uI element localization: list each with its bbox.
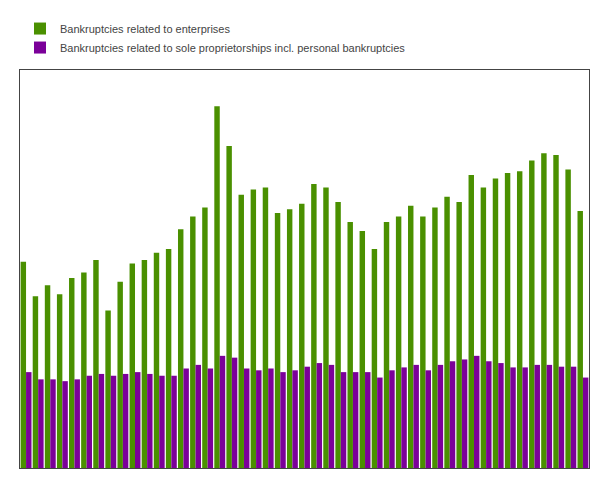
svg-text:Bankruptcies related to enterp: Bankruptcies related to enterprises	[60, 23, 230, 35]
svg-text:Bankruptcies related to sole p: Bankruptcies related to sole proprietors…	[60, 42, 405, 54]
